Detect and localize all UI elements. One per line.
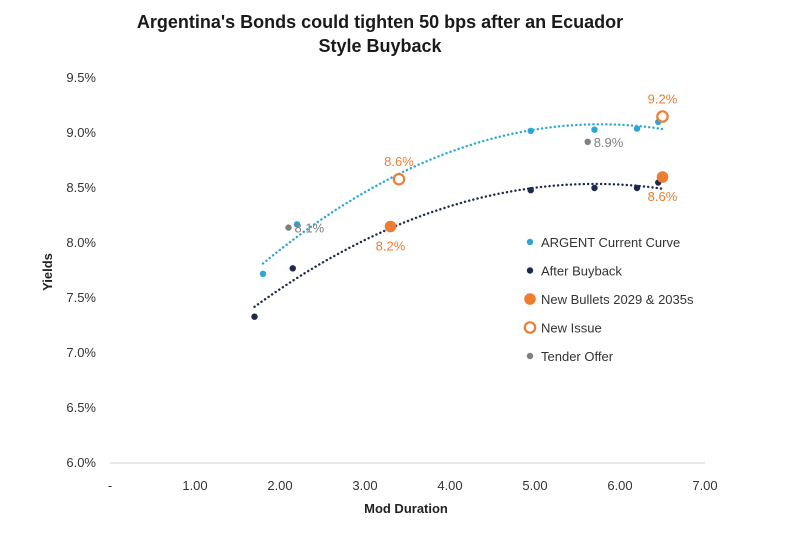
data-label: 8.2% [376,239,406,254]
data-point-series-0 [527,127,534,134]
y-tick-label: 7.5% [66,290,96,305]
data-label: 8.6% [648,189,678,204]
trendlines [253,123,664,308]
data-label: 8.1% [295,221,325,236]
data-point-series-0 [591,126,598,133]
legend-label: New Issue [541,321,602,336]
legend-marker [524,293,536,305]
data-point-series-0 [259,270,267,277]
legend-item: New Issue [523,321,602,336]
legend-label: After Buyback [541,264,622,279]
legend-item: New Bullets 2029 & 2035s [524,292,694,307]
legend-marker [526,267,534,274]
data-point-series-1 [633,184,641,192]
legend: ARGENT Current Curve After Buyback New Bul… [523,235,694,364]
y-tick-label: 9.5% [66,70,96,85]
legend-label: Tender Offer [541,349,614,364]
legend-item: ARGENT Current Curve [526,235,680,250]
chart-title: Argentina's Bonds could tighten 50 bps a… [0,10,760,58]
y-tick-labels: 6.0% 6.5% 7.0% 7.5% 8.0% 8.5% 9.0% 9.5% [66,70,96,470]
legend-item: After Buyback [526,264,622,279]
data-point-series-3 [392,172,406,186]
data-point-series-0 [633,125,641,132]
legend-label: ARGENT Current Curve [541,235,680,250]
x-tick-label: 6.00 [607,478,632,493]
legend-marker [526,238,534,246]
legend-item: Tender Offer [526,349,614,364]
data-label: 8.9% [594,135,624,150]
data-points [251,110,669,320]
data-label: 9.2% [648,92,678,107]
trendline-series-0 [261,123,664,265]
x-axis-label: Mod Duration [364,501,448,516]
y-tick-label: 9.0% [66,125,96,140]
y-tick-label: 7.0% [66,345,96,360]
trendline-series-1 [253,182,664,308]
x-tick-label: 1.00 [182,478,207,493]
x-tick-label: - [108,478,112,493]
data-point-series-4 [285,224,292,231]
y-tick-label: 6.0% [66,455,96,470]
chart-title-line-2: Style Buyback [318,36,442,56]
x-tick-label: 7.00 [692,478,717,493]
data-point-series-0 [293,221,301,228]
legend-label: New Bullets 2029 & 2035s [541,292,694,307]
data-point-series-1 [251,313,258,320]
data-label: 8.6% [384,154,414,169]
y-axis-label: Yields [40,253,55,291]
data-point-series-4 [584,138,591,145]
data-labels: 9.2% 8.6% 8.9% 8.6% 8.1% 8.2% [295,92,678,254]
chart-title-line-1: Argentina's Bonds could tighten 50 bps a… [136,12,624,32]
x-tick-label: 2.00 [267,478,292,493]
y-tick-label: 8.5% [66,180,96,195]
legend-marker [523,321,537,334]
legend-marker [526,352,534,360]
x-tick-label: 5.00 [522,478,547,493]
y-tick-label: 6.5% [66,400,96,415]
data-point-series-3 [656,110,669,123]
data-point-series-1 [289,265,296,272]
x-tick-labels: - 1.00 2.00 3.00 4.00 5.00 6.00 7.00 [108,478,718,493]
y-tick-label: 8.0% [66,235,96,250]
data-point-series-1 [591,184,598,192]
x-tick-label: 3.00 [352,478,377,493]
data-point-series-1 [527,187,534,194]
data-point-series-2 [384,220,397,233]
data-point-series-2 [656,171,669,183]
x-tick-label: 4.00 [437,478,462,493]
